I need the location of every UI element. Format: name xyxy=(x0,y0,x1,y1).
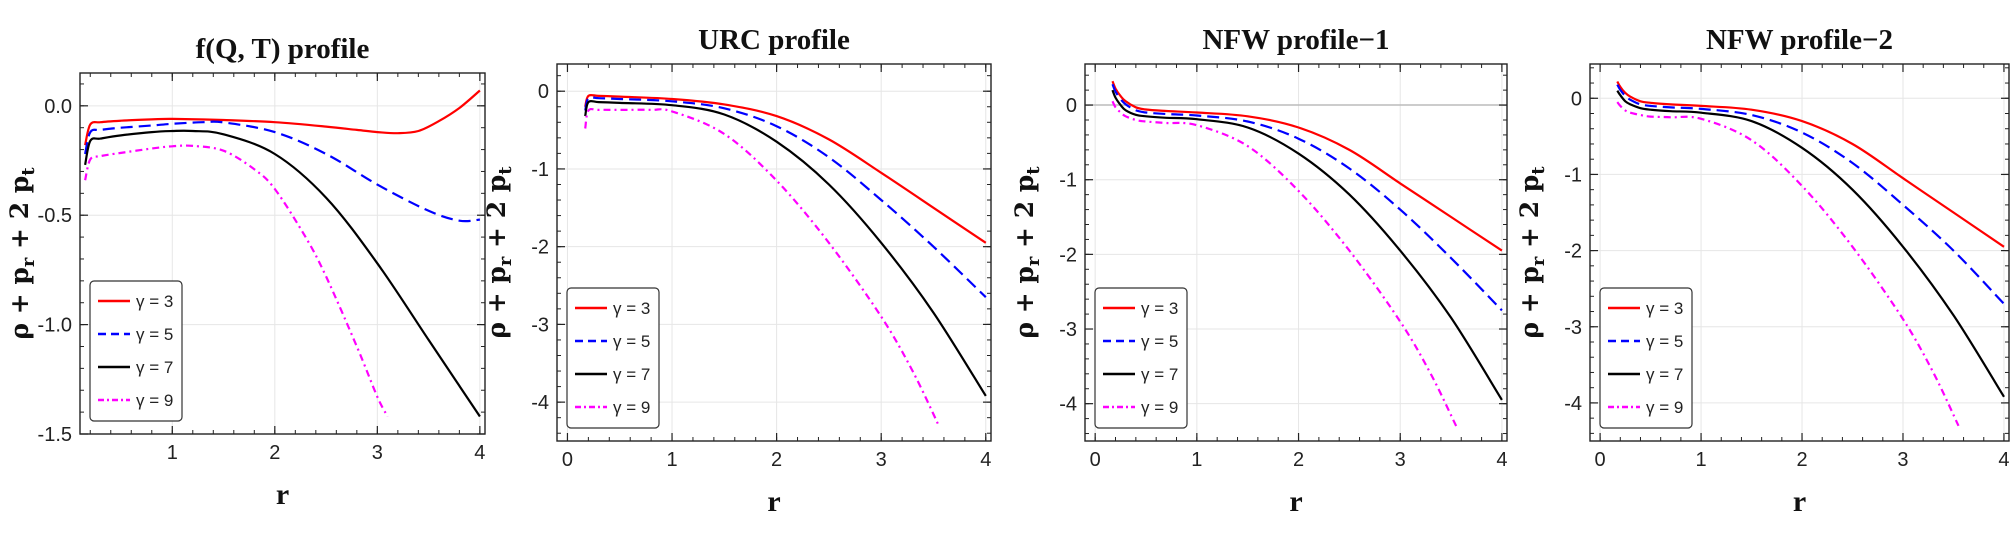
x-tick-label: 0 xyxy=(1595,449,1606,471)
y-tick-label: -3 xyxy=(531,314,549,336)
series-line-gamma-3 xyxy=(584,93,987,244)
series-line-gamma-9 xyxy=(584,107,940,426)
x-tick-label: 4 xyxy=(980,449,991,471)
plot-frame xyxy=(556,63,992,442)
y-tick-label: -1 xyxy=(1564,164,1582,186)
chart-panel-2: 0 1 2 3 4 0 -1 -2 -3 -4 URC profile r ρ + pr + 2 pt γ… xyxy=(482,24,992,518)
y-tick-label: 0 xyxy=(1066,95,1077,117)
series-line-gamma-5 xyxy=(1616,84,2005,305)
series-line-gamma-5 xyxy=(84,120,481,223)
x-tick-label: 2 xyxy=(1796,449,1807,471)
y-tick-label: -1.5 xyxy=(38,424,72,446)
series-line-gamma-7 xyxy=(1616,90,2005,398)
chart-panel-4: 0 1 2 3 4 0 -1 -2 -3 -4 NFW profile−2 r ρ + pr + 2 p… xyxy=(1515,24,2010,518)
legend-box xyxy=(1094,287,1188,429)
legend-label: γ = 5 xyxy=(613,332,650,351)
legend-box xyxy=(89,280,183,422)
series-line-gamma-5 xyxy=(1111,83,1503,312)
legend-label: γ = 9 xyxy=(1646,398,1683,417)
legend-box xyxy=(566,287,660,429)
legend-label: γ = 9 xyxy=(136,391,173,410)
plot-frame xyxy=(79,72,486,435)
legend-label: γ = 7 xyxy=(613,365,650,384)
y-tick-label: -4 xyxy=(1059,394,1077,416)
y-tick-label: -1.0 xyxy=(38,315,72,337)
legend-label: γ = 3 xyxy=(1141,299,1178,318)
y-axis-label: ρ + pr + 2 pt xyxy=(482,166,516,339)
legend-label: γ = 7 xyxy=(136,358,173,377)
chart-panel-3: 0 1 2 3 4 0 -1 -2 -3 -4 NFW profile−1 r ρ + pr + 2 p… xyxy=(1010,24,1508,518)
chart-title: NFW profile−1 xyxy=(1202,24,1389,56)
chart-title: NFW profile−2 xyxy=(1706,24,1893,56)
x-tick-label: 4 xyxy=(1998,449,2009,471)
legend: γ = 3 γ = 5 γ = 7 γ = 9 xyxy=(1599,287,1693,429)
x-tick-label: 0 xyxy=(1090,449,1101,471)
chart-title: f(Q, T) profile xyxy=(196,33,370,65)
legend-label: γ = 9 xyxy=(613,398,650,417)
series-line-gamma-3 xyxy=(1616,80,2005,248)
y-tick-label: -2 xyxy=(1059,244,1077,266)
y-tick-label: 0 xyxy=(1571,88,1582,110)
y-tick-label: -2 xyxy=(531,237,549,259)
x-tick-label: 1 xyxy=(167,442,178,464)
x-tick-label: 3 xyxy=(1897,449,1908,471)
legend-label: γ = 3 xyxy=(136,292,173,311)
legend-label: γ = 5 xyxy=(136,325,173,344)
y-tick-label: -2 xyxy=(1564,241,1582,263)
legend-label: γ = 9 xyxy=(1141,398,1178,417)
legend-label: γ = 7 xyxy=(1646,365,1683,384)
legend: γ = 3 γ = 5 γ = 7 γ = 9 xyxy=(89,280,183,422)
x-axis-label: r xyxy=(767,485,780,518)
x-tick-label: 2 xyxy=(771,449,782,471)
x-axis-label: r xyxy=(1289,485,1302,518)
x-tick-label: 4 xyxy=(474,442,485,464)
x-tick-label: 1 xyxy=(1191,449,1202,471)
legend-label: γ = 3 xyxy=(613,299,650,318)
series-line-gamma-3 xyxy=(1111,80,1503,252)
legend: γ = 3 γ = 5 γ = 7 γ = 9 xyxy=(566,287,660,429)
series-line-gamma-7 xyxy=(1111,89,1503,401)
chart-title: URC profile xyxy=(698,24,850,56)
y-tick-label: 0 xyxy=(538,81,549,103)
x-axis-label: r xyxy=(276,478,289,511)
x-tick-label: 0 xyxy=(562,449,573,471)
y-tick-label: -3 xyxy=(1059,319,1077,341)
legend-label: γ = 5 xyxy=(1646,332,1683,351)
legend-label: γ = 7 xyxy=(1141,365,1178,384)
plot-frame xyxy=(1084,63,1508,442)
legend-label: γ = 3 xyxy=(1646,299,1683,318)
series-line-gamma-9 xyxy=(84,144,389,418)
y-tick-label: -3 xyxy=(1564,317,1582,339)
y-tick-label: 0.0 xyxy=(44,96,72,118)
x-tick-label: 1 xyxy=(1695,449,1706,471)
x-tick-label: 3 xyxy=(1395,449,1406,471)
y-axis-label: ρ + pr + 2 pt xyxy=(1010,166,1044,339)
series-line-gamma-7 xyxy=(584,99,987,397)
plot-frame xyxy=(1589,63,2010,442)
x-tick-label: 3 xyxy=(876,449,887,471)
x-axis-label: r xyxy=(1793,485,1806,518)
series-line-gamma-9 xyxy=(1616,101,1960,427)
y-tick-label: -1 xyxy=(531,159,549,181)
y-tick-label: -0.5 xyxy=(38,205,72,227)
x-tick-label: 2 xyxy=(1293,449,1304,471)
legend-label: γ = 5 xyxy=(1141,332,1178,351)
series-line-gamma-7 xyxy=(84,129,481,418)
y-axis-label: ρ + pr + 2 pt xyxy=(5,167,39,340)
chart-panel-1: 1 2 3 4 0.0 -0.5 -1.0 -1.5 f(Q, T) profile r ρ + p… xyxy=(5,33,486,511)
x-tick-label: 1 xyxy=(666,449,677,471)
y-tick-label: -1 xyxy=(1059,170,1077,192)
y-axis-label: ρ + pr + 2 pt xyxy=(1515,166,1549,339)
x-tick-label: 3 xyxy=(372,442,383,464)
series-line-gamma-5 xyxy=(584,96,987,298)
x-tick-label: 2 xyxy=(269,442,280,464)
legend-box xyxy=(1599,287,1693,429)
x-tick-label: 4 xyxy=(1496,449,1507,471)
y-tick-label: -4 xyxy=(531,392,549,414)
y-tick-label: -4 xyxy=(1564,393,1582,415)
legend: γ = 3 γ = 5 γ = 7 γ = 9 xyxy=(1094,287,1188,429)
series-line-gamma-3 xyxy=(84,89,481,146)
